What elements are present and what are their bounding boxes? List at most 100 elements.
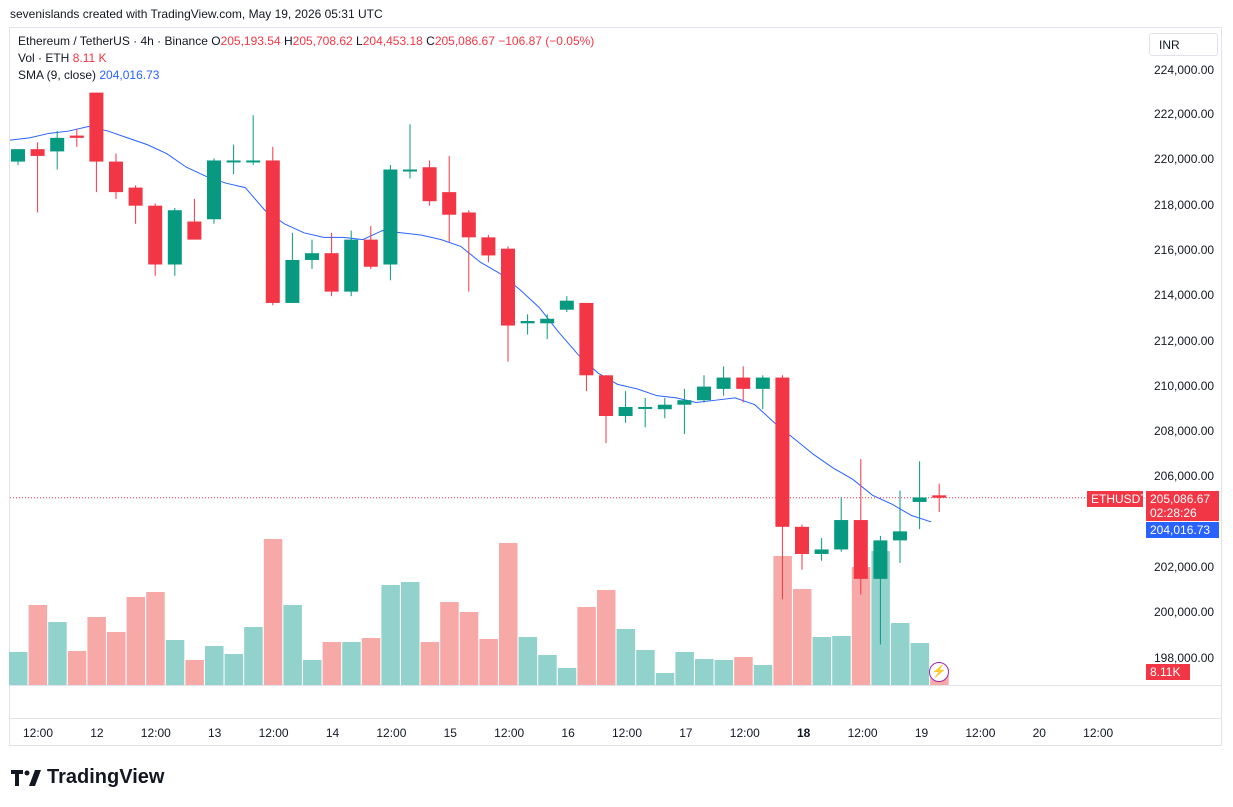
volume-bar	[67, 651, 87, 685]
candle[interactable]	[461, 210, 476, 292]
last-price-tag: 205,086.67 02:28:26	[1146, 491, 1219, 521]
candle[interactable]	[69, 128, 84, 147]
volume-bar	[361, 638, 381, 685]
tradingview-mark-icon	[11, 769, 41, 786]
candle[interactable]	[775, 375, 790, 600]
candle[interactable]	[873, 535, 888, 645]
candle-body	[618, 406, 633, 417]
candle-body	[422, 167, 437, 202]
candle[interactable]	[89, 92, 104, 193]
volume-bar	[891, 623, 910, 685]
candle[interactable]	[932, 483, 947, 513]
candle-body	[69, 135, 84, 138]
candle[interactable]	[618, 391, 633, 423]
candle-body	[11, 149, 25, 162]
close-value: 205,086.67	[434, 34, 495, 48]
candle[interactable]	[755, 375, 770, 410]
candle-body	[89, 92, 104, 162]
candle[interactable]	[285, 232, 300, 303]
candle-body	[932, 495, 947, 498]
time-tick-label: 18	[797, 726, 811, 740]
candle-body	[109, 161, 123, 193]
candle[interactable]	[187, 198, 202, 240]
candle[interactable]	[716, 366, 731, 396]
candle[interactable]	[265, 146, 280, 306]
time-tick-label: 12:00	[494, 726, 525, 740]
candle[interactable]	[481, 235, 496, 263]
candle[interactable]	[30, 142, 45, 213]
candle[interactable]	[697, 375, 711, 403]
time-tick-label: 12:00	[611, 726, 643, 740]
candle[interactable]	[540, 314, 555, 340]
volume-bar	[126, 597, 146, 685]
candle[interactable]	[344, 230, 359, 297]
time-tick-label: 16	[561, 726, 575, 740]
symbol-label[interactable]: Ethereum / TetherUS · 4h · Binance	[18, 34, 208, 48]
time-tick-label: 12:00	[1083, 726, 1114, 740]
candle[interactable]	[814, 538, 829, 561]
candle[interactable]	[638, 397, 653, 428]
candle-body	[834, 520, 849, 550]
time-tick-label: 20	[1032, 726, 1046, 740]
candle[interactable]	[834, 497, 849, 552]
candle[interactable]	[677, 388, 692, 435]
price-tick-label: 214,000.00	[1154, 288, 1215, 302]
candle[interactable]	[11, 149, 25, 165]
candle[interactable]	[324, 232, 339, 297]
candle-body	[755, 377, 770, 389]
candle[interactable]	[50, 131, 65, 170]
candle[interactable]	[128, 185, 143, 224]
price-tick-label: 210,000.00	[1154, 379, 1215, 393]
time-tick-label: 12:00	[140, 726, 171, 740]
candle[interactable]	[657, 397, 672, 419]
candle[interactable]	[422, 160, 437, 206]
chart-frame	[9, 27, 1222, 746]
lightning-icon[interactable]: ⚡	[929, 662, 949, 682]
candle[interactable]	[893, 490, 907, 564]
candle[interactable]	[853, 458, 868, 595]
volume-bar	[518, 637, 538, 685]
volume-label[interactable]: Vol · ETH	[18, 51, 70, 65]
candle-body	[814, 549, 829, 554]
price-tick-label: 208,000.00	[1154, 424, 1215, 438]
open-value: 205,193.54	[220, 34, 281, 48]
volume-bar	[557, 668, 577, 685]
volume-bar	[205, 646, 224, 685]
low-value: 204,453.18	[362, 34, 423, 48]
candle[interactable]	[403, 124, 417, 179]
candle-body	[148, 205, 163, 265]
candle-countdown: 02:28:26	[1150, 506, 1197, 520]
candle[interactable]	[148, 203, 163, 276]
candle[interactable]	[520, 314, 535, 335]
sma-label[interactable]: SMA (9, close)	[18, 68, 97, 82]
volume-bar	[224, 654, 244, 685]
candle[interactable]	[736, 366, 751, 403]
low-label: L	[356, 34, 363, 48]
candle[interactable]	[226, 144, 241, 175]
volume-bar	[714, 660, 734, 685]
candle[interactable]	[207, 158, 221, 224]
candle[interactable]	[363, 226, 378, 270]
candle-body	[736, 377, 751, 389]
currency-button[interactable]: INR	[1149, 33, 1218, 56]
volume-baseline	[10, 685, 1222, 686]
tradingview-logo[interactable]: TradingView	[11, 766, 164, 789]
candle[interactable]	[383, 164, 398, 281]
candle[interactable]	[795, 524, 809, 570]
volume-value: 8.11 K	[72, 51, 107, 65]
high-value: 205,708.62	[292, 34, 353, 48]
candle[interactable]	[305, 239, 319, 270]
candle[interactable]	[109, 153, 123, 199]
candle[interactable]	[246, 115, 261, 165]
candle[interactable]	[559, 296, 574, 312]
time-tick-label: 12:00	[258, 726, 289, 740]
candle[interactable]	[167, 207, 182, 276]
price-tick-label: 206,000.00	[1154, 469, 1215, 483]
candle[interactable]	[579, 302, 594, 392]
candle[interactable]	[599, 375, 613, 444]
candle[interactable]	[501, 246, 515, 362]
time-tick-label: 15	[443, 726, 457, 740]
candle[interactable]	[442, 155, 457, 242]
candle[interactable]	[912, 461, 927, 530]
